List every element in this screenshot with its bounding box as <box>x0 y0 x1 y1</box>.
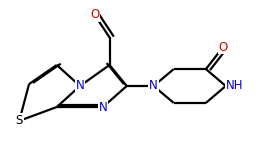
Text: NH: NH <box>226 80 243 92</box>
Text: N: N <box>149 80 158 92</box>
Text: S: S <box>16 114 23 127</box>
Text: O: O <box>218 41 228 54</box>
Text: O: O <box>90 8 99 21</box>
Text: N: N <box>98 101 107 113</box>
Text: N: N <box>76 80 84 92</box>
